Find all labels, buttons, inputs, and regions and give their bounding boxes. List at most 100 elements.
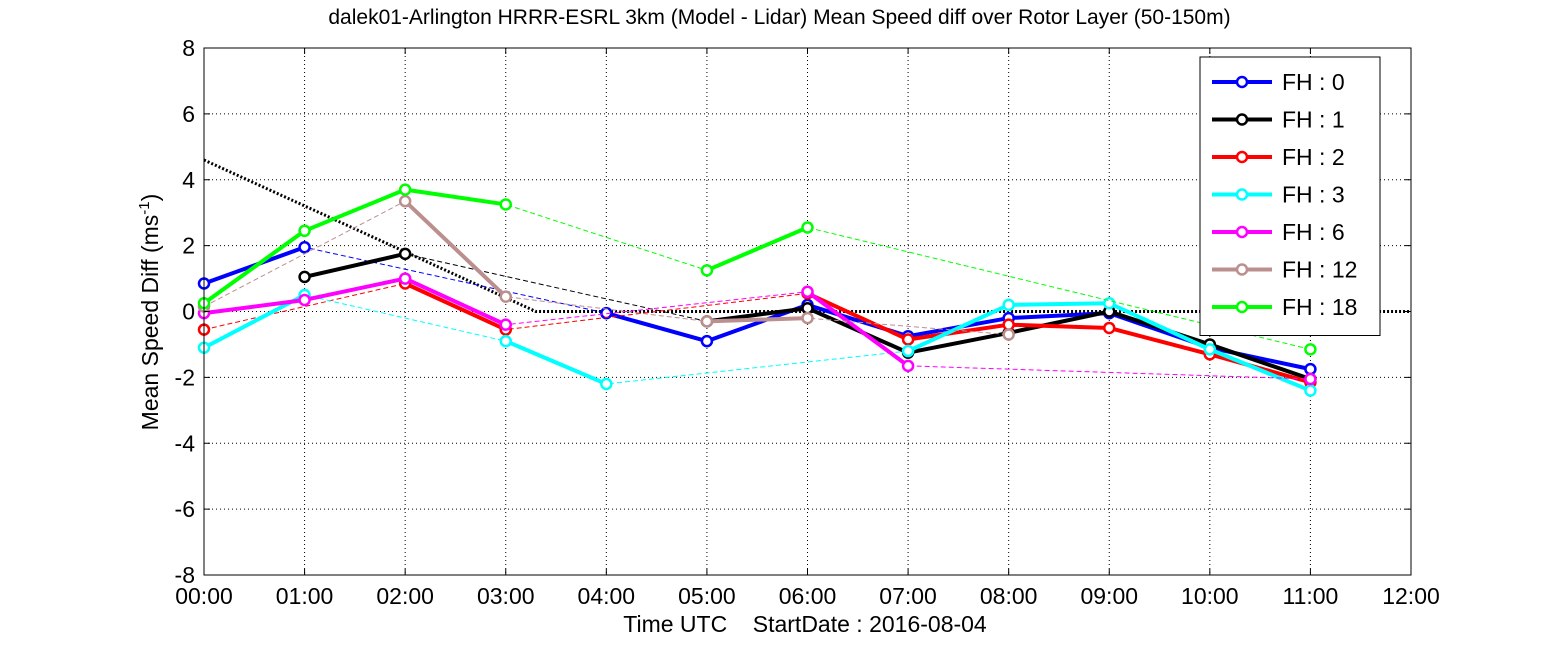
y-axis-label: Mean Speed Diff (ms-1)	[136, 193, 163, 431]
x-tick-label: 12:00	[1382, 583, 1440, 609]
data-point	[499, 290, 512, 303]
series-connector-line	[203, 278, 1311, 380]
x-tick-label: 11:00	[1282, 583, 1338, 609]
series-segment	[805, 289, 911, 368]
data-point	[1304, 384, 1317, 397]
data-point	[801, 301, 814, 315]
series-segment	[302, 251, 408, 279]
data-point	[901, 344, 915, 358]
data-point	[298, 293, 311, 307]
data-point	[700, 315, 714, 328]
data-point	[801, 221, 814, 234]
data-point	[1002, 298, 1015, 312]
series-segment	[302, 187, 408, 233]
reference-line	[203, 158, 1411, 313]
series-segment	[503, 339, 609, 386]
x-tick-label: 04:00	[578, 583, 636, 609]
data-point	[298, 241, 311, 254]
series-segment	[805, 291, 911, 342]
legend-label: FH : 3	[1282, 182, 1345, 208]
series-segment	[1107, 301, 1212, 352]
x-tick-label: 08:00	[980, 583, 1038, 609]
series-segment	[1207, 347, 1313, 393]
series-segment	[1006, 322, 1112, 330]
series-segment	[704, 316, 810, 324]
series-segment	[1207, 342, 1313, 382]
data-point	[499, 318, 512, 331]
x-axis-title: Time UTC	[623, 611, 728, 637]
legend-label: FH : 1	[1282, 107, 1345, 133]
series-segment	[604, 311, 709, 344]
legend-swatch-marker	[1235, 300, 1249, 314]
series-segment	[302, 276, 408, 302]
series-4	[197, 288, 1317, 397]
x-tick-label: 10:00	[1181, 583, 1239, 609]
x-tick-label: 07:00	[879, 583, 937, 609]
legend-item: FH : 2	[1212, 144, 1345, 170]
axis-ticks: 00:00 01:00 02:00 03:00 04:00 05:00 06:00 07:00…	[175, 35, 1440, 609]
legend-item: FH : 18	[1212, 294, 1357, 320]
series-3	[197, 277, 1317, 389]
legend-swatch-marker	[1235, 263, 1249, 276]
series-connector-line	[203, 200, 1009, 336]
data-point	[700, 264, 714, 277]
data-point	[1304, 343, 1317, 356]
data-point	[801, 311, 814, 325]
data-point	[499, 198, 512, 211]
series-layer	[197, 183, 1317, 397]
start-date-label: StartDate : 2016-08-04	[752, 611, 987, 637]
legend-item: FH : 1	[1212, 107, 1345, 133]
series-segment	[1107, 325, 1212, 357]
x-axis-label: Time UTC StartDate : 2016-08-04	[400, 611, 1210, 638]
data-point	[1002, 318, 1015, 331]
x-tick-label: 06:00	[779, 583, 837, 609]
data-point	[398, 247, 412, 261]
x-tick-label: 01:00	[276, 583, 334, 609]
data-point	[298, 270, 311, 284]
series-segment	[1006, 309, 1112, 335]
y-tick-label: -6	[175, 496, 195, 522]
y-tick-label: 0	[182, 299, 195, 325]
legend-label: FH : 6	[1282, 219, 1345, 245]
data-point	[1203, 343, 1217, 356]
y-tick-label: 2	[182, 233, 195, 259]
data-point	[901, 359, 915, 373]
data-point	[398, 272, 412, 285]
data-point	[298, 224, 311, 238]
series-segment	[403, 187, 508, 207]
y-tick-label: -4	[175, 430, 196, 456]
x-tick-label: 03:00	[477, 583, 535, 609]
series-segment	[704, 225, 810, 273]
data-point	[901, 333, 915, 346]
series-5	[197, 272, 1317, 386]
series-segment	[906, 302, 1011, 354]
series-segment	[906, 322, 1011, 342]
y-tick-label: -2	[175, 364, 195, 390]
legend-label: FH : 18	[1282, 294, 1357, 320]
legend-swatch-marker	[1235, 150, 1249, 164]
y-tick-label: 4	[182, 167, 195, 193]
x-tick-label: 09:00	[1080, 583, 1138, 609]
series-segment	[202, 297, 307, 316]
legend-swatch-marker	[1235, 188, 1249, 201]
series-segment	[403, 281, 508, 332]
series-segment	[403, 199, 508, 299]
series-segment	[1006, 301, 1112, 307]
legend-item: FH : 12	[1212, 257, 1357, 283]
legend-label: FH : 0	[1282, 69, 1345, 95]
data-point	[398, 183, 412, 196]
legend-label: FH : 12	[1282, 257, 1357, 283]
data-point	[1103, 321, 1116, 335]
series-connector-line	[203, 282, 1311, 383]
series-segment	[202, 228, 307, 306]
series-7	[197, 183, 1317, 356]
data-point	[801, 285, 814, 298]
x-tick-label: 02:00	[376, 583, 434, 609]
reference-line-layer	[203, 158, 1411, 313]
chart-title: dalek01-Arlington HRRR-ESRL 3km (Model -…	[328, 6, 1231, 29]
series-connector-line	[203, 246, 1311, 370]
y-tick-label: 8	[182, 35, 195, 61]
data-point	[1304, 372, 1317, 386]
y-tick-label: -8	[175, 562, 195, 588]
